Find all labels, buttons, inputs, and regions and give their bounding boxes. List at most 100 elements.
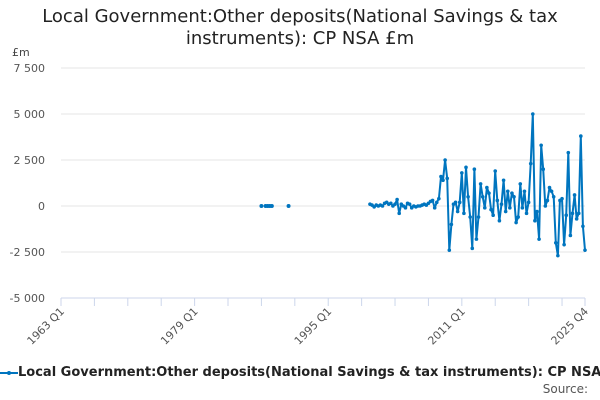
data-point	[535, 209, 539, 214]
x-tick-label: 2011 Q1	[425, 305, 468, 348]
legend-label: Local Government:Other deposits(National…	[18, 365, 600, 380]
data-point	[514, 220, 518, 225]
data-point	[389, 201, 393, 206]
data-point	[453, 200, 458, 205]
data-point	[472, 167, 477, 171]
x-tick-label: 2025 Q4	[549, 305, 592, 348]
data-point	[499, 202, 504, 206]
chart-title: Local Government:Other deposits(National…	[42, 6, 558, 49]
data-point	[551, 195, 556, 199]
x-tick-label: 1995 Q1	[292, 305, 335, 348]
data-point	[445, 176, 450, 181]
data-point	[574, 217, 579, 221]
data-point	[576, 211, 581, 216]
data-point	[583, 248, 587, 252]
data-point	[457, 200, 462, 205]
data-point	[393, 202, 397, 206]
data-point	[437, 196, 441, 201]
data-point	[570, 211, 575, 216]
data-point	[503, 209, 508, 214]
data-point	[560, 196, 564, 201]
data-point	[480, 195, 485, 199]
y-axis-unit: £m	[12, 46, 30, 59]
data-point	[572, 193, 577, 197]
data-point	[528, 161, 533, 166]
data-point	[553, 241, 558, 245]
data-point	[566, 150, 571, 155]
legend[interactable]: Local Government:Other deposits(National…	[0, 365, 600, 380]
data-point	[516, 215, 520, 219]
series-line	[369, 113, 586, 257]
data-point	[549, 189, 554, 194]
data-point	[447, 248, 452, 252]
y-tick-label: 5 000	[14, 108, 46, 121]
y-tick-label: 7 500	[14, 62, 46, 75]
data-point	[497, 218, 502, 223]
data-point	[395, 197, 399, 202]
data-point	[541, 167, 546, 171]
data-point	[462, 211, 466, 216]
x-tick-label: 1963 Q1	[25, 305, 68, 348]
data-point	[474, 237, 479, 241]
data-point	[562, 242, 566, 247]
y-tick-label: 0	[38, 200, 45, 213]
data-point	[491, 213, 495, 217]
data-point	[430, 198, 435, 203]
data-point	[512, 195, 516, 199]
data-point	[441, 178, 445, 183]
y-tick-label: 2 500	[14, 154, 46, 167]
data-point	[478, 182, 483, 186]
data-point	[526, 200, 531, 205]
y-tick-label: -5 000	[10, 292, 45, 305]
data-point	[533, 218, 537, 223]
data-point	[439, 174, 443, 179]
data-point	[568, 233, 573, 238]
data-point	[543, 204, 548, 208]
data-point	[520, 206, 525, 210]
y-tick-label: -2 500	[10, 246, 45, 259]
data-point	[493, 169, 498, 173]
data-point	[403, 206, 408, 210]
data-point	[579, 134, 583, 138]
data-point	[460, 171, 464, 175]
data-point	[449, 222, 454, 227]
x-tick-label: 1979 Q1	[158, 305, 201, 348]
data-point	[556, 253, 560, 258]
data-point	[510, 191, 514, 195]
data-point	[407, 202, 412, 206]
data-point	[539, 143, 543, 148]
data-point	[259, 204, 264, 208]
data-point	[432, 206, 437, 210]
data-point	[495, 198, 500, 203]
data-point	[537, 237, 541, 241]
data-point	[545, 198, 550, 203]
data-point	[581, 224, 585, 229]
data-point	[286, 204, 291, 208]
data-point	[508, 206, 512, 210]
data-point	[531, 112, 535, 116]
data-point	[489, 207, 493, 212]
data-point	[464, 165, 468, 170]
data-point	[443, 158, 447, 162]
data-point	[455, 209, 460, 214]
data-point	[564, 213, 569, 217]
data-point	[522, 189, 527, 194]
data-point	[518, 182, 523, 186]
legend-line-icon	[0, 370, 18, 375]
data-point	[524, 211, 529, 216]
data-point	[505, 189, 510, 194]
data-point	[269, 204, 274, 208]
source-label: Source:	[542, 382, 588, 396]
data-point	[485, 185, 489, 190]
data-point	[487, 191, 491, 195]
data-point	[434, 200, 439, 205]
data-point	[501, 178, 506, 183]
data-point	[380, 204, 385, 208]
data-point	[466, 195, 470, 199]
data-point	[468, 215, 472, 219]
data-point	[482, 206, 487, 210]
data-point	[397, 211, 401, 216]
data-point	[476, 215, 481, 219]
data-point	[470, 246, 475, 251]
